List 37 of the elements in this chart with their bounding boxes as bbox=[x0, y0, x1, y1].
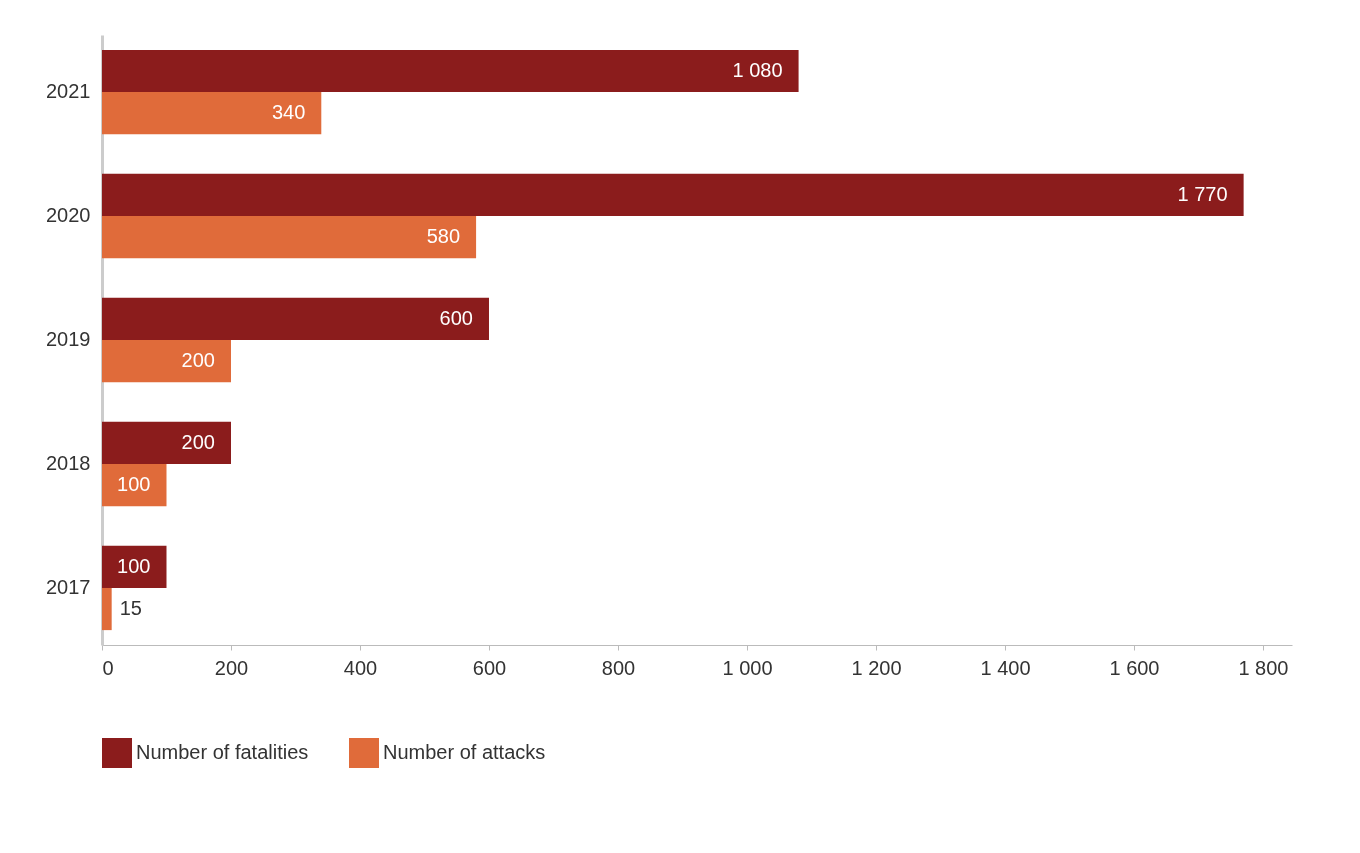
x-tick-label: 1 200 bbox=[851, 656, 902, 679]
x-tick-label: 400 bbox=[343, 656, 378, 679]
data-label: 200 bbox=[181, 349, 215, 372]
data-label: 600 bbox=[439, 306, 473, 329]
bar bbox=[102, 587, 112, 631]
y-tick-label: 2021 bbox=[46, 80, 91, 103]
x-tick-label: 1 600 bbox=[1109, 656, 1160, 679]
bar bbox=[102, 49, 799, 93]
data-label: 15 bbox=[119, 597, 142, 620]
data-label: 100 bbox=[117, 554, 151, 577]
x-tick-label: 1 800 bbox=[1238, 656, 1289, 679]
data-label: 100 bbox=[117, 473, 151, 496]
x-tick-label: 0 bbox=[102, 656, 114, 679]
bar bbox=[102, 173, 1244, 217]
x-tick-label: 1 400 bbox=[980, 656, 1031, 679]
bar bbox=[102, 421, 231, 464]
data-label: 200 bbox=[181, 430, 215, 453]
bar bbox=[102, 545, 167, 588]
legend-label: Number of attacks bbox=[383, 741, 546, 763]
data-label: 340 bbox=[271, 101, 306, 124]
x-tick-label: 1 000 bbox=[722, 656, 773, 679]
y-tick-label: 2019 bbox=[46, 328, 91, 350]
x-tick-label: 200 bbox=[214, 656, 249, 679]
bar bbox=[102, 216, 477, 259]
y-tick-label: 2017 bbox=[46, 575, 91, 598]
bar bbox=[102, 92, 322, 135]
data-label: 1 080 bbox=[732, 58, 783, 81]
x-tick-label: 600 bbox=[472, 656, 507, 679]
y-tick-label: 2018 bbox=[46, 451, 91, 474]
bar bbox=[102, 463, 167, 507]
bar bbox=[102, 297, 489, 340]
x-tick-label: 800 bbox=[601, 656, 636, 679]
data-label: 1 770 bbox=[1177, 182, 1228, 205]
data-label: 580 bbox=[426, 225, 461, 248]
y-tick-label: 2020 bbox=[46, 204, 91, 227]
legend-label: Number of fatalities bbox=[136, 741, 309, 763]
bar bbox=[102, 340, 231, 383]
